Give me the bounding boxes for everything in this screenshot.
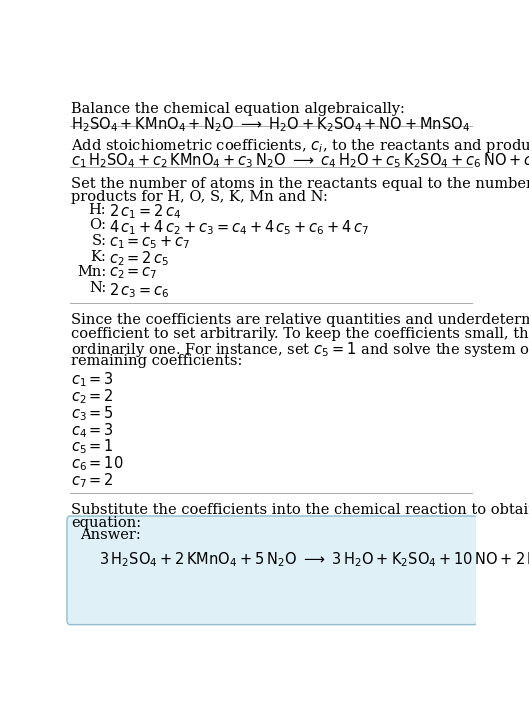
Text: Since the coefficients are relative quantities and underdetermined, choose a: Since the coefficients are relative quan… <box>71 313 529 327</box>
Text: $2\,c_3 = c_6$: $2\,c_3 = c_6$ <box>109 281 170 300</box>
Text: $c_2 = 2$: $c_2 = 2$ <box>71 387 114 406</box>
Text: S:: S: <box>92 234 106 248</box>
Text: $c_1\,\mathrm{H_2SO_4} + c_2\,\mathrm{KMnO_4} + c_3\,\mathrm{N_2O} \ {\longright: $c_1\,\mathrm{H_2SO_4} + c_2\,\mathrm{KM… <box>71 151 529 170</box>
Text: $c_4 = 3$: $c_4 = 3$ <box>71 421 114 440</box>
Text: $\mathrm{H_2SO_4 + KMnO_4 + N_2O \ {\longrightarrow} \ H_2O + K_2SO_4 + NO + MnS: $\mathrm{H_2SO_4 + KMnO_4 + N_2O \ {\lon… <box>71 116 470 134</box>
Text: N:: N: <box>89 281 106 295</box>
Text: products for H, O, S, K, Mn and N:: products for H, O, S, K, Mn and N: <box>71 190 328 204</box>
Text: $c_2 = 2\,c_5$: $c_2 = 2\,c_5$ <box>109 249 169 268</box>
Text: remaining coefficients:: remaining coefficients: <box>71 354 242 368</box>
Text: K:: K: <box>90 249 106 264</box>
Text: $2\,c_1 = 2\,c_4$: $2\,c_1 = 2\,c_4$ <box>109 203 181 221</box>
Text: equation:: equation: <box>71 516 141 530</box>
Text: $c_5 = 1$: $c_5 = 1$ <box>71 438 114 457</box>
Text: Balance the chemical equation algebraically:: Balance the chemical equation algebraica… <box>71 102 405 116</box>
Text: $c_7 = 2$: $c_7 = 2$ <box>71 471 114 490</box>
Text: $c_1 = 3$: $c_1 = 3$ <box>71 371 114 389</box>
Text: ordinarily one. For instance, set $c_5 = 1$ and solve the system of equations fo: ordinarily one. For instance, set $c_5 =… <box>71 340 529 359</box>
Text: Add stoichiometric coefficients, $c_i$, to the reactants and products:: Add stoichiometric coefficients, $c_i$, … <box>71 137 529 155</box>
Text: $3\,\mathrm{H_2SO_4} + 2\,\mathrm{KMnO_4} + 5\,\mathrm{N_2O} \ {\longrightarrow}: $3\,\mathrm{H_2SO_4} + 2\,\mathrm{KMnO_4… <box>99 551 529 569</box>
Text: $c_6 = 10$: $c_6 = 10$ <box>71 454 124 473</box>
Text: Answer:: Answer: <box>80 529 141 542</box>
FancyBboxPatch shape <box>67 516 477 624</box>
Text: coefficient to set arbitrarily. To keep the coefficients small, the arbitrary va: coefficient to set arbitrarily. To keep … <box>71 327 529 341</box>
Text: Mn:: Mn: <box>77 265 106 279</box>
Text: H:: H: <box>89 203 106 217</box>
Text: $c_1 = c_5 + c_7$: $c_1 = c_5 + c_7$ <box>109 234 191 251</box>
Text: $4\,c_1 + 4\,c_2 + c_3 = c_4 + 4\,c_5 + c_6 + 4\,c_7$: $4\,c_1 + 4\,c_2 + c_3 = c_4 + 4\,c_5 + … <box>109 218 369 237</box>
Text: Set the number of atoms in the reactants equal to the number of atoms in the: Set the number of atoms in the reactants… <box>71 177 529 190</box>
Text: Substitute the coefficients into the chemical reaction to obtain the balanced: Substitute the coefficients into the che… <box>71 502 529 517</box>
Text: O:: O: <box>89 218 106 232</box>
Text: $c_2 = c_7$: $c_2 = c_7$ <box>109 265 158 281</box>
Text: $c_3 = 5$: $c_3 = 5$ <box>71 404 114 423</box>
